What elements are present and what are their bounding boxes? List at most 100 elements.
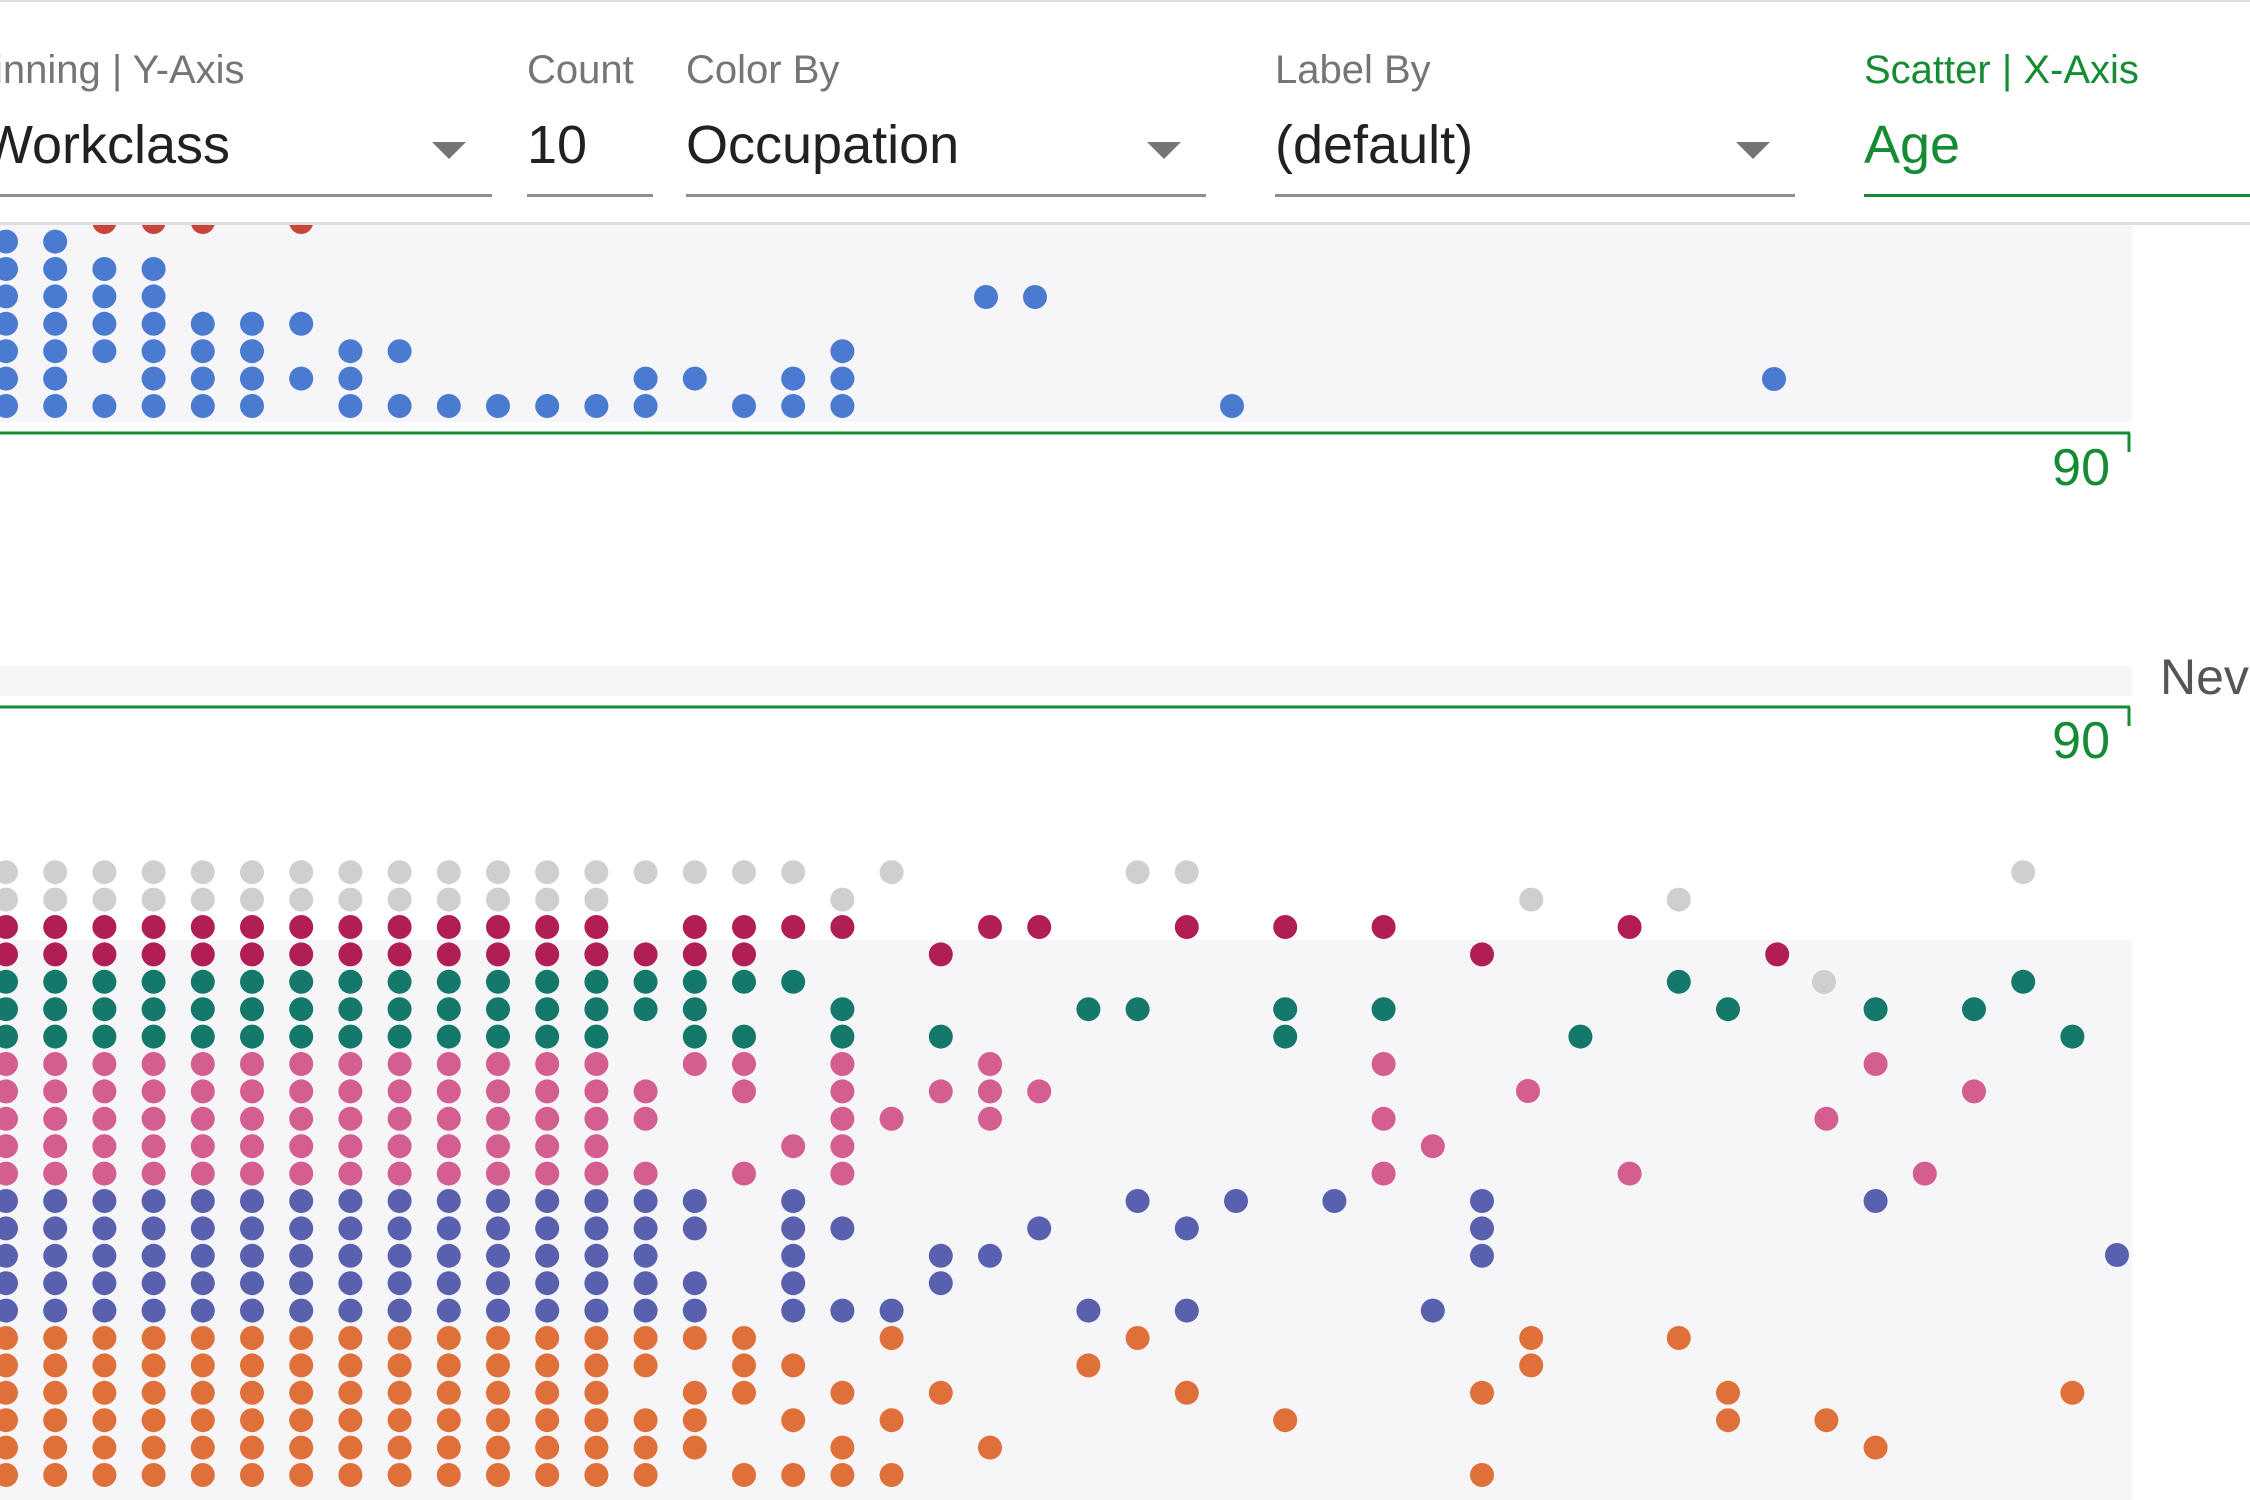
data-point[interactable] <box>92 1353 117 1378</box>
data-point[interactable] <box>240 1353 264 1378</box>
data-point[interactable] <box>682 1216 707 1241</box>
data-point[interactable] <box>486 1052 510 1076</box>
data-point[interactable] <box>190 1052 215 1076</box>
data-point[interactable] <box>0 394 18 418</box>
data-point[interactable] <box>584 997 609 1022</box>
data-point[interactable] <box>240 1052 264 1076</box>
data-point[interactable] <box>141 311 166 336</box>
data-point[interactable] <box>92 1271 117 1296</box>
data-point[interactable] <box>682 1024 707 1049</box>
data-point[interactable] <box>387 997 412 1022</box>
data-point[interactable] <box>1470 1189 1494 1213</box>
data-point[interactable] <box>781 1353 806 1378</box>
data-point[interactable] <box>436 1298 461 1323</box>
data-point[interactable] <box>584 1380 609 1405</box>
data-point[interactable] <box>633 1463 658 1487</box>
data-point[interactable] <box>190 1243 215 1268</box>
data-point[interactable] <box>190 942 215 967</box>
data-point[interactable] <box>1125 1189 1150 1213</box>
data-point[interactable] <box>879 1463 904 1487</box>
data-point[interactable] <box>338 1052 363 1076</box>
data-point[interactable] <box>0 229 18 254</box>
data-point[interactable] <box>584 1408 609 1433</box>
data-point[interactable] <box>1516 1079 1540 1103</box>
data-point[interactable] <box>0 1298 18 1323</box>
data-point[interactable] <box>830 1161 855 1186</box>
data-point[interactable] <box>486 969 510 994</box>
data-point[interactable] <box>436 1463 461 1487</box>
data-point[interactable] <box>584 860 609 885</box>
data-point[interactable] <box>43 1271 68 1296</box>
data-point[interactable] <box>436 1326 461 1350</box>
data-point[interactable] <box>141 1134 166 1159</box>
data-point[interactable] <box>141 1243 166 1268</box>
data-point[interactable] <box>141 1106 166 1131</box>
data-point[interactable] <box>1371 997 1396 1022</box>
data-point[interactable] <box>289 1079 314 1104</box>
data-point[interactable] <box>43 257 68 281</box>
data-point[interactable] <box>584 1052 609 1076</box>
data-point[interactable] <box>1273 915 1298 939</box>
data-point[interactable] <box>584 1161 609 1186</box>
data-point[interactable] <box>338 969 363 994</box>
data-point[interactable] <box>43 887 68 912</box>
data-point[interactable] <box>978 1079 1002 1104</box>
data-point[interactable] <box>43 1024 68 1049</box>
data-point[interactable] <box>633 1298 658 1323</box>
data-point[interactable] <box>0 860 18 885</box>
data-point[interactable] <box>240 942 264 967</box>
data-point[interactable] <box>1420 1298 1445 1323</box>
data-point[interactable] <box>486 394 510 418</box>
data-point[interactable] <box>0 1243 18 1268</box>
data-point[interactable] <box>190 860 215 885</box>
data-point[interactable] <box>43 1079 68 1104</box>
data-point[interactable] <box>535 1435 560 1460</box>
data-point[interactable] <box>584 1353 609 1378</box>
data-point[interactable] <box>584 1189 609 1213</box>
data-point[interactable] <box>240 1463 264 1487</box>
data-point[interactable] <box>1023 285 1047 309</box>
data-point[interactable] <box>387 1435 412 1460</box>
data-point[interactable] <box>830 1052 855 1076</box>
data-point[interactable] <box>338 1106 363 1131</box>
data-point[interactable] <box>289 1380 314 1405</box>
data-point[interactable] <box>830 1298 855 1323</box>
data-point[interactable] <box>387 339 412 364</box>
data-point[interactable] <box>535 1326 560 1350</box>
data-point[interactable] <box>1322 1189 1347 1213</box>
data-point[interactable] <box>436 1106 461 1131</box>
data-point[interactable] <box>43 1134 68 1159</box>
data-point[interactable] <box>338 942 363 967</box>
data-point[interactable] <box>387 1380 412 1405</box>
data-point[interactable] <box>240 887 264 912</box>
data-point[interactable] <box>1174 1380 1199 1405</box>
data-point[interactable] <box>830 1024 855 1049</box>
data-point[interactable] <box>0 1189 18 1213</box>
data-point[interactable] <box>289 1161 314 1186</box>
data-point[interactable] <box>0 1353 18 1378</box>
data-point[interactable] <box>387 860 412 885</box>
data-point[interactable] <box>1470 1216 1494 1241</box>
data-point[interactable] <box>781 1271 806 1296</box>
data-point[interactable] <box>928 1243 953 1268</box>
data-point[interactable] <box>978 915 1002 939</box>
data-point[interactable] <box>289 860 314 885</box>
data-point[interactable] <box>240 1079 264 1104</box>
data-point[interactable] <box>781 1134 806 1159</box>
data-point[interactable] <box>338 1353 363 1378</box>
data-point[interactable] <box>0 915 18 939</box>
data-point[interactable] <box>190 1024 215 1049</box>
data-point[interactable] <box>436 942 461 967</box>
data-point[interactable] <box>1174 860 1199 885</box>
data-point[interactable] <box>486 860 510 885</box>
data-point[interactable] <box>486 1134 510 1159</box>
data-point[interactable] <box>240 1298 264 1323</box>
data-point[interactable] <box>0 1380 18 1405</box>
data-point[interactable] <box>535 1052 560 1076</box>
data-point[interactable] <box>0 1079 18 1104</box>
data-point[interactable] <box>436 1353 461 1378</box>
data-point[interactable] <box>1519 1353 1544 1378</box>
data-point[interactable] <box>1174 1216 1199 1241</box>
data-point[interactable] <box>1371 1161 1396 1186</box>
data-point[interactable] <box>338 1271 363 1296</box>
